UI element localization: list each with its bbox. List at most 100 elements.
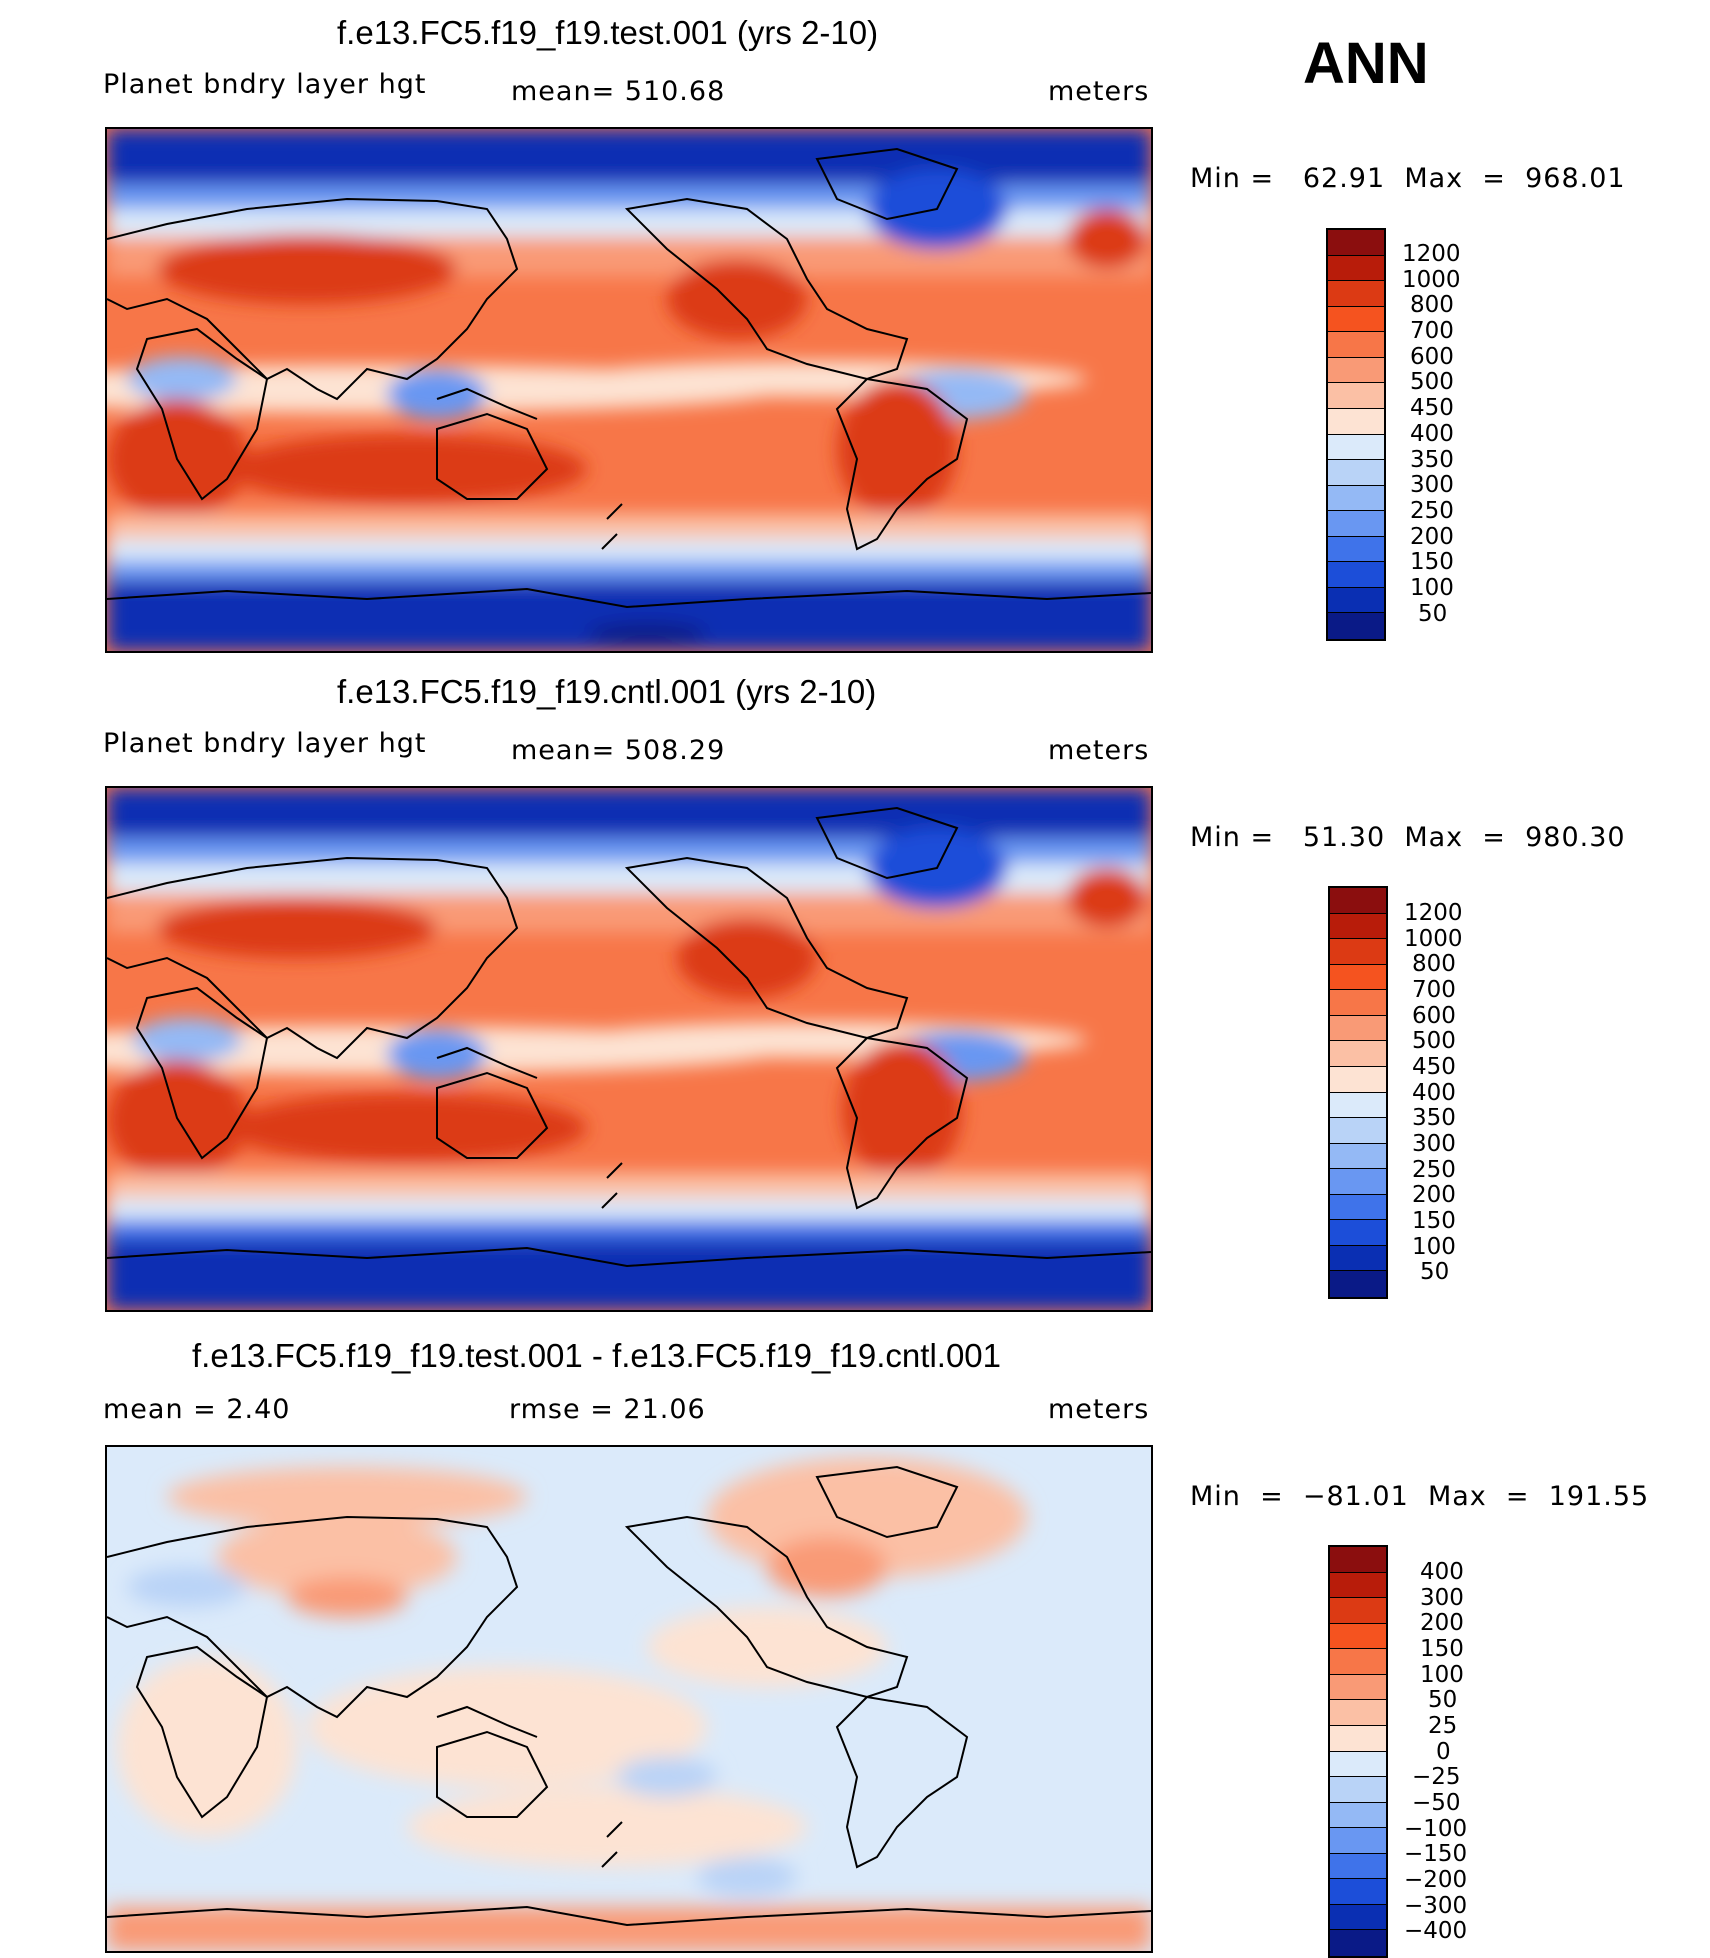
panel3-colorbar	[1328, 1545, 1388, 1958]
panel1-cbar-label: 800	[1410, 292, 1454, 318]
panel2-cbar-label: 600	[1412, 1003, 1456, 1029]
panel3-cbar-label: 50	[1428, 1687, 1458, 1713]
panel2-cbar-label: 500	[1412, 1028, 1456, 1054]
colorbar-cell	[1328, 281, 1384, 307]
panel1-minmax: Min = 62.91 Max = 968.01	[1190, 163, 1626, 194]
panel2-cbar-label: 400	[1412, 1080, 1456, 1106]
colorbar-cell	[1330, 1802, 1386, 1829]
colorbar-cell	[1330, 1649, 1386, 1675]
panel1-cbar-label: 700	[1410, 318, 1454, 344]
colorbar-cell	[1330, 1041, 1386, 1067]
panel1-units: meters	[1048, 76, 1150, 107]
colorbar-cell	[1328, 434, 1384, 461]
panel2-minmax: Min = 51.30 Max = 980.30	[1190, 822, 1626, 853]
panel2-cbar-label: 1200	[1404, 900, 1463, 926]
colorbar-cell	[1328, 460, 1384, 486]
colorbar-cell	[1328, 383, 1384, 409]
panel2-cbar-label: 150	[1412, 1208, 1456, 1234]
panel2-cbar-label: 100	[1412, 1234, 1456, 1260]
colorbar-cell	[1330, 939, 1386, 965]
panel2-units: meters	[1048, 735, 1150, 766]
panel3-rmse: rmse = 21.06	[509, 1394, 706, 1425]
panel1-cbar-label: 400	[1410, 421, 1454, 447]
panel3-cbar-label: −100	[1404, 1816, 1468, 1842]
colorbar-cell	[1328, 587, 1384, 614]
panel3-cbar-label: 100	[1420, 1662, 1464, 1688]
colorbar-cell	[1328, 536, 1384, 563]
panel3-cbar-label: −200	[1404, 1867, 1468, 1893]
colorbar-cell	[1328, 511, 1384, 537]
panel2-cbar-label: 800	[1412, 951, 1456, 977]
panel2-title: f.e13.FC5.f19_f19.cntl.001 (yrs 2-10)	[337, 673, 877, 710]
panel3-units: meters	[1048, 1394, 1150, 1425]
panel3-cbar-label: 0	[1436, 1739, 1451, 1765]
panel2-cbar-label: 250	[1412, 1157, 1456, 1183]
panel2-cbar-label: 350	[1412, 1105, 1456, 1131]
panel3-cbar-label: −300	[1404, 1893, 1468, 1919]
colorbar-cell	[1330, 964, 1386, 991]
panel2-cbar-label: 300	[1412, 1131, 1456, 1157]
panel2-cbar-label: 1000	[1404, 926, 1463, 952]
panel2-variable: Planet bndry layer hgt	[103, 728, 427, 759]
panel2-cbar-label: 450	[1412, 1054, 1456, 1080]
colorbar-cell	[1330, 1245, 1386, 1272]
panel1-cbar-label: 1000	[1402, 267, 1461, 293]
colorbar-cell	[1330, 1118, 1386, 1144]
panel3-cbar-label: 25	[1428, 1713, 1458, 1739]
colorbar-cell	[1330, 1271, 1386, 1297]
panel1-cbar-label: 250	[1410, 498, 1454, 524]
colorbar-cell	[1328, 485, 1384, 512]
colorbar-cell	[1328, 230, 1384, 256]
panel1-cbar-label: 500	[1410, 369, 1454, 395]
colorbar-cell	[1330, 1547, 1386, 1573]
panel1-cbar-label: 200	[1410, 524, 1454, 550]
panel1-cbar-label: 50	[1418, 601, 1448, 627]
panel2-mean: mean= 508.29	[511, 735, 726, 766]
panel3-cbar-label: −150	[1404, 1841, 1468, 1867]
panel1-cbar-label: 100	[1410, 575, 1454, 601]
colorbar-cell	[1330, 913, 1386, 940]
colorbar-cell	[1328, 255, 1384, 282]
panel1-cbar-label: 350	[1410, 447, 1454, 473]
colorbar-cell	[1330, 1015, 1386, 1042]
panel1-title: f.e13.FC5.f19_f19.test.001 (yrs 2-10)	[337, 14, 879, 51]
colorbar-cell	[1330, 888, 1386, 914]
colorbar-cell	[1330, 1777, 1386, 1803]
panel1-colorbar-cells	[1328, 230, 1384, 639]
colorbar-cell	[1330, 1066, 1386, 1093]
colorbar-cell	[1330, 1751, 1386, 1778]
panel1-cbar-label: 150	[1410, 549, 1454, 575]
colorbar-cell	[1330, 1598, 1386, 1624]
colorbar-cell	[1330, 1725, 1386, 1752]
panel2-cbar-label: 50	[1420, 1259, 1450, 1285]
panel3-minmax: Min = −81.01 Max = 191.55	[1190, 1481, 1650, 1512]
colorbar-cell	[1330, 1143, 1386, 1170]
panel2-colorbar	[1328, 886, 1388, 1299]
colorbar-cell	[1330, 1700, 1386, 1726]
panel3-cbar-label: 400	[1420, 1559, 1464, 1585]
colorbar-cell	[1330, 1930, 1386, 1956]
panel2-map	[105, 786, 1153, 1312]
colorbar-cell	[1328, 613, 1384, 639]
panel1-cbar-label: 300	[1410, 472, 1454, 498]
panel1-cbar-label: 600	[1410, 344, 1454, 370]
colorbar-cell	[1328, 408, 1384, 435]
panel2-cbar-label: 700	[1412, 977, 1456, 1003]
panel3-cbar-label: 300	[1420, 1585, 1464, 1611]
colorbar-cell	[1330, 1674, 1386, 1701]
colorbar-cell	[1330, 1623, 1386, 1650]
panel3-mean: mean = 2.40	[103, 1394, 291, 1425]
colorbar-cell	[1328, 357, 1384, 384]
panel1-cbar-label: 1200	[1402, 241, 1461, 267]
panel1-map	[105, 127, 1153, 653]
panel1-variable: Planet bndry layer hgt	[103, 69, 427, 100]
colorbar-cell	[1330, 1194, 1386, 1221]
colorbar-cell	[1330, 1853, 1386, 1880]
panel3-cbar-label: −400	[1404, 1918, 1468, 1944]
panel3-cbar-label: 150	[1420, 1636, 1464, 1662]
panel3-colorbar-cells	[1330, 1547, 1386, 1956]
panel2-colorbar-cells	[1330, 888, 1386, 1297]
panel1-mean: mean= 510.68	[511, 76, 726, 107]
panel3-cbar-label: −50	[1412, 1790, 1461, 1816]
colorbar-cell	[1330, 1572, 1386, 1599]
